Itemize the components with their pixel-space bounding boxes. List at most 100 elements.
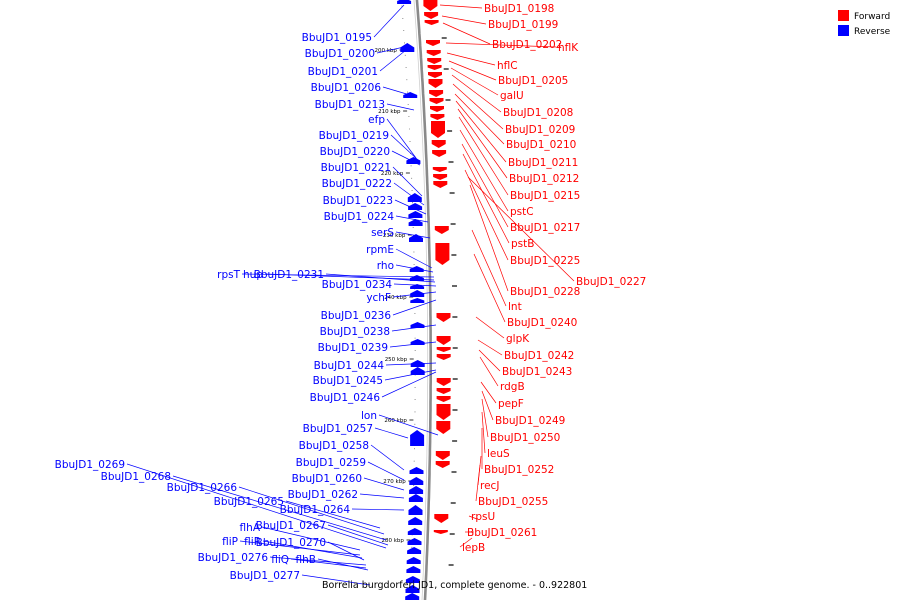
gene-label: fliQ bbox=[271, 554, 289, 566]
gene-label: pstB bbox=[511, 238, 534, 250]
gene-label: BbuJD1_0243 bbox=[502, 366, 572, 378]
reverse-gene bbox=[403, 92, 417, 98]
gene-label: glpK bbox=[506, 333, 530, 345]
gene-label: rpsT bbox=[217, 269, 240, 281]
gene-label: BbuJD1_0255 bbox=[478, 496, 548, 508]
gene-label: BbuJD1_0195 bbox=[302, 32, 372, 44]
forward-gene bbox=[437, 396, 451, 402]
forward-gene bbox=[424, 12, 438, 19]
leader-line bbox=[460, 130, 508, 211]
gene-label: rho bbox=[377, 260, 394, 272]
forward-gene bbox=[429, 90, 443, 97]
legend-reverse-label: Reverse bbox=[854, 27, 891, 37]
gene-label: BbuJD1_0259 bbox=[296, 457, 366, 469]
forward-gene bbox=[436, 421, 450, 434]
leader-line bbox=[385, 370, 436, 380]
genome-map: 200 kbp210 kbp220 kbp230 kbp240 kbp250 k… bbox=[0, 0, 900, 600]
gene-label: BbuJD1_0213 bbox=[315, 99, 385, 111]
gene-label: BbuJD1_0260 bbox=[292, 473, 362, 485]
forward-gene bbox=[437, 378, 451, 386]
reverse-gene bbox=[408, 211, 422, 218]
forward-gene bbox=[433, 181, 447, 188]
gene-label: galU bbox=[500, 90, 524, 102]
legend: Forward Reverse bbox=[838, 10, 891, 37]
forward-gene bbox=[432, 150, 446, 157]
leader-line bbox=[452, 75, 501, 112]
forward-gene bbox=[436, 461, 450, 468]
gene-label: BbuJD1_0266 bbox=[167, 482, 238, 494]
gene-label: rdgB bbox=[500, 381, 525, 393]
leader-line bbox=[481, 382, 496, 403]
reverse-gene bbox=[409, 494, 423, 502]
gene-label: efp bbox=[368, 114, 385, 126]
forward-gene bbox=[426, 40, 440, 46]
gene-label: BbuJD1_0249 bbox=[495, 415, 565, 427]
gene-label: BbuJD1_0198 bbox=[484, 3, 554, 15]
gene-label: BbuJD1_0231 bbox=[254, 269, 324, 281]
forward-gene bbox=[430, 98, 444, 104]
gene-label: BbuJD1_0258 bbox=[299, 440, 369, 452]
gene-label: BbuJD1_0223 bbox=[323, 195, 393, 207]
gene-label: BbuJD1_0220 bbox=[320, 146, 390, 158]
gene-label: BbuJD1_0234 bbox=[322, 279, 393, 291]
forward-gene bbox=[436, 451, 450, 460]
gene-label: BbuJD1_0202 bbox=[492, 39, 562, 51]
gene-label: BbuJD1_0217 bbox=[510, 222, 580, 234]
gene-label: BbuJD1_0219 bbox=[319, 130, 389, 142]
gene-label: BbuJD1_0201 bbox=[308, 66, 378, 78]
leader-line bbox=[352, 509, 404, 510]
reverse-gene bbox=[397, 0, 411, 4]
leader-line bbox=[443, 23, 490, 44]
reverse-gene bbox=[409, 486, 423, 494]
forward-gene bbox=[434, 530, 448, 534]
gene-label: rpmE bbox=[366, 244, 394, 256]
gene-label: lepB bbox=[462, 542, 485, 554]
forward-gene bbox=[430, 106, 444, 112]
leader-line bbox=[393, 167, 422, 196]
reverse-gene bbox=[410, 467, 424, 474]
gene-label: rpsU bbox=[471, 511, 495, 523]
gene-label: BbuJD1_0244 bbox=[314, 360, 385, 372]
reverse-gene bbox=[407, 547, 421, 554]
leader-line bbox=[391, 135, 418, 160]
gene-label: BbuJD1_0269 bbox=[55, 459, 125, 471]
forward-gene bbox=[425, 20, 439, 25]
reverse-gene bbox=[407, 557, 421, 564]
gene-label: hflK bbox=[558, 42, 579, 54]
gene-label: BbuJD1_0205 bbox=[498, 75, 568, 87]
leader-line bbox=[451, 68, 498, 95]
gene-label: fliP bbox=[222, 536, 238, 548]
gene-label: BbuJD1_0276 bbox=[198, 552, 269, 564]
leader-line bbox=[360, 494, 404, 498]
leader-line bbox=[482, 412, 485, 453]
forward-gene bbox=[437, 404, 451, 420]
gene-label: leuS bbox=[487, 448, 510, 460]
leader-line bbox=[480, 357, 498, 386]
gene-label: BbuJD1_0215 bbox=[510, 190, 580, 202]
tick-label: 250 kbp bbox=[385, 357, 408, 363]
gene-label: BbuJD1_0257 bbox=[303, 423, 373, 435]
forward-gene bbox=[429, 79, 443, 88]
leader-line bbox=[455, 94, 504, 144]
gene-label: lon bbox=[361, 410, 377, 422]
reverse-gene bbox=[409, 505, 423, 515]
leader-line bbox=[387, 119, 416, 158]
leader-line bbox=[442, 16, 486, 24]
gene-label: BbuJD1_0240 bbox=[507, 317, 577, 329]
gene-label: BbuJD1_0267 bbox=[256, 520, 326, 532]
leader-line bbox=[374, 5, 404, 37]
gene-label: BbuJD1_0245 bbox=[313, 375, 383, 387]
reverse-gene bbox=[408, 517, 422, 525]
leader-line bbox=[375, 428, 408, 438]
gene-label: BbuJD1_0262 bbox=[288, 489, 358, 501]
forward-gene bbox=[428, 72, 442, 78]
forward-gene bbox=[433, 174, 447, 180]
leader-line bbox=[476, 317, 504, 338]
gene-label: BbuJD1_0208 bbox=[503, 107, 573, 119]
gene-label: BbuJD1_0265 bbox=[214, 496, 284, 508]
forward-gene bbox=[435, 243, 449, 265]
reverse-gene bbox=[405, 593, 419, 600]
gene-label: BbuJD1_0224 bbox=[324, 211, 395, 223]
reverse-gene bbox=[410, 298, 424, 303]
gene-label: BbuJD1_0222 bbox=[322, 178, 392, 190]
